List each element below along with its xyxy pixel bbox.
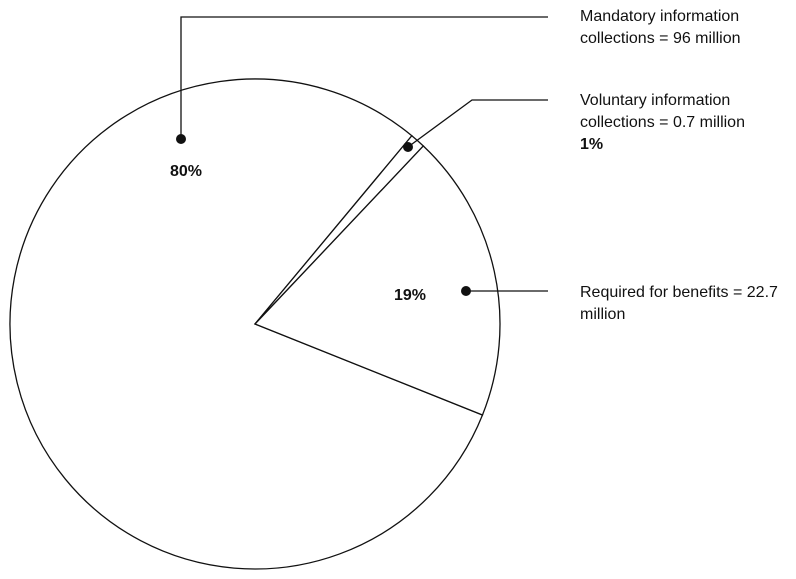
pie-slice	[9, 78, 484, 570]
leader-dot	[403, 142, 413, 152]
category-label: Mandatory information collections = 96 m…	[580, 8, 741, 47]
percent-label: 1%	[580, 136, 604, 153]
percent-label: 19%	[394, 287, 426, 304]
percent-label: 80%	[170, 163, 202, 180]
leader-dot	[461, 286, 471, 296]
leader-dot	[176, 134, 186, 144]
category-label: Required for benefits = 22.7 million	[580, 284, 778, 323]
leader-line	[407, 99, 548, 148]
category-label: Voluntary information collections = 0.7 …	[580, 92, 745, 131]
pie-slice	[253, 145, 501, 416]
leader-line	[180, 16, 548, 139]
